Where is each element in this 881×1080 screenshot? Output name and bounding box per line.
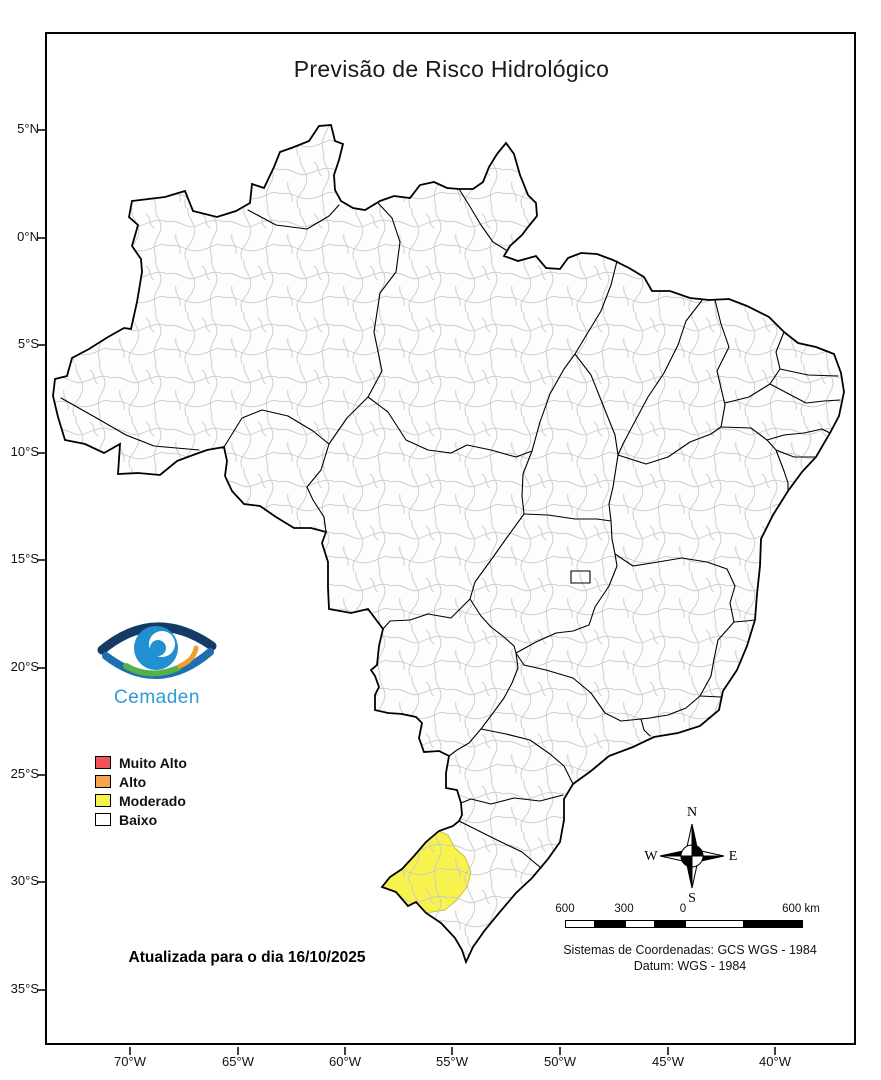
lat-label-35s: 35°S	[10, 981, 39, 996]
scale-segment	[655, 920, 685, 928]
muito-alto-swatch	[95, 756, 111, 769]
moderado-label: Moderado	[119, 792, 186, 809]
map-frame	[45, 32, 856, 1045]
baixo-label: Baixo	[119, 811, 158, 828]
graticule-ticks	[37, 129, 776, 1055]
lat-label-5n: 5°N	[17, 121, 39, 136]
lat-label-15s: 15°S	[10, 551, 39, 566]
lat-label-20s: 20°S	[10, 659, 39, 674]
lon-label-40w: 40°W	[759, 1054, 791, 1069]
scale-segment	[565, 920, 595, 928]
state-boundaries	[60, 188, 841, 869]
scale-segment	[595, 920, 625, 928]
legend-row-alto: Alto	[95, 772, 187, 791]
scale-segment	[685, 920, 744, 928]
risk-legend: Muito Alto Alto Moderado Baixo	[95, 753, 187, 829]
alto-label: Alto	[119, 773, 147, 790]
lon-label-65w: 65°W	[222, 1054, 254, 1069]
legend-row-moderado: Moderado	[95, 791, 187, 810]
scale-label-600-km: 600 km	[782, 903, 820, 915]
legend-row-baixo: Baixo	[95, 810, 187, 829]
distrito-federal-outline	[570, 570, 591, 584]
lat-label-10s: 10°S	[10, 444, 39, 459]
scale-bar: 600 300 0 600 km	[555, 903, 820, 937]
scale-label-0: 0	[679, 903, 687, 915]
scale-label-600-left: 600	[555, 903, 575, 915]
lat-label-5s: 5°S	[17, 336, 39, 351]
lat-label-0n: 0°N	[17, 229, 39, 244]
lon-label-45w: 45°W	[652, 1054, 684, 1069]
moderado-swatch	[95, 794, 111, 807]
alto-swatch	[95, 775, 111, 788]
scale-segment	[625, 920, 655, 928]
lon-label-55w: 55°W	[436, 1054, 468, 1069]
cemaden-eye-icon	[97, 622, 217, 679]
coordinate-system-line1: Sistemas de Coordenadas: GCS WGS - 1984	[563, 943, 817, 957]
cemaden-logo: Cemaden	[92, 606, 222, 709]
compass-east-label: E	[729, 849, 738, 864]
lon-label-50w: 50°W	[544, 1054, 576, 1069]
compass-rose-icon: N E S W	[644, 805, 738, 906]
scale-segment	[744, 920, 803, 928]
lat-label-25s: 25°S	[10, 766, 39, 781]
lon-label-60w: 60°W	[329, 1054, 361, 1069]
lat-label-30s: 30°S	[10, 873, 39, 888]
lon-label-70w: 70°W	[114, 1054, 146, 1069]
muito-alto-label: Muito Alto	[119, 754, 187, 771]
page-title: Previsão de Risco Hidrológico	[293, 56, 610, 82]
scale-label-300: 300	[614, 903, 634, 915]
coordinate-system-line2: Datum: WGS - 1984	[633, 958, 747, 973]
coordinate-system-note: Sistemas de Coordenadas: GCS WGS - 1984 …	[500, 943, 880, 974]
scale-bar-segments	[565, 920, 803, 928]
compass-south-label: S	[688, 891, 696, 906]
compass-north-label: N	[687, 805, 697, 820]
compass-west-label: W	[644, 849, 658, 864]
baixo-swatch	[95, 813, 111, 826]
legend-row-muito-alto: Muito Alto	[95, 753, 187, 772]
cemaden-wordmark: Cemaden	[114, 687, 200, 708]
update-date-note: Atualizada para o dia 16/10/2025	[128, 949, 366, 966]
